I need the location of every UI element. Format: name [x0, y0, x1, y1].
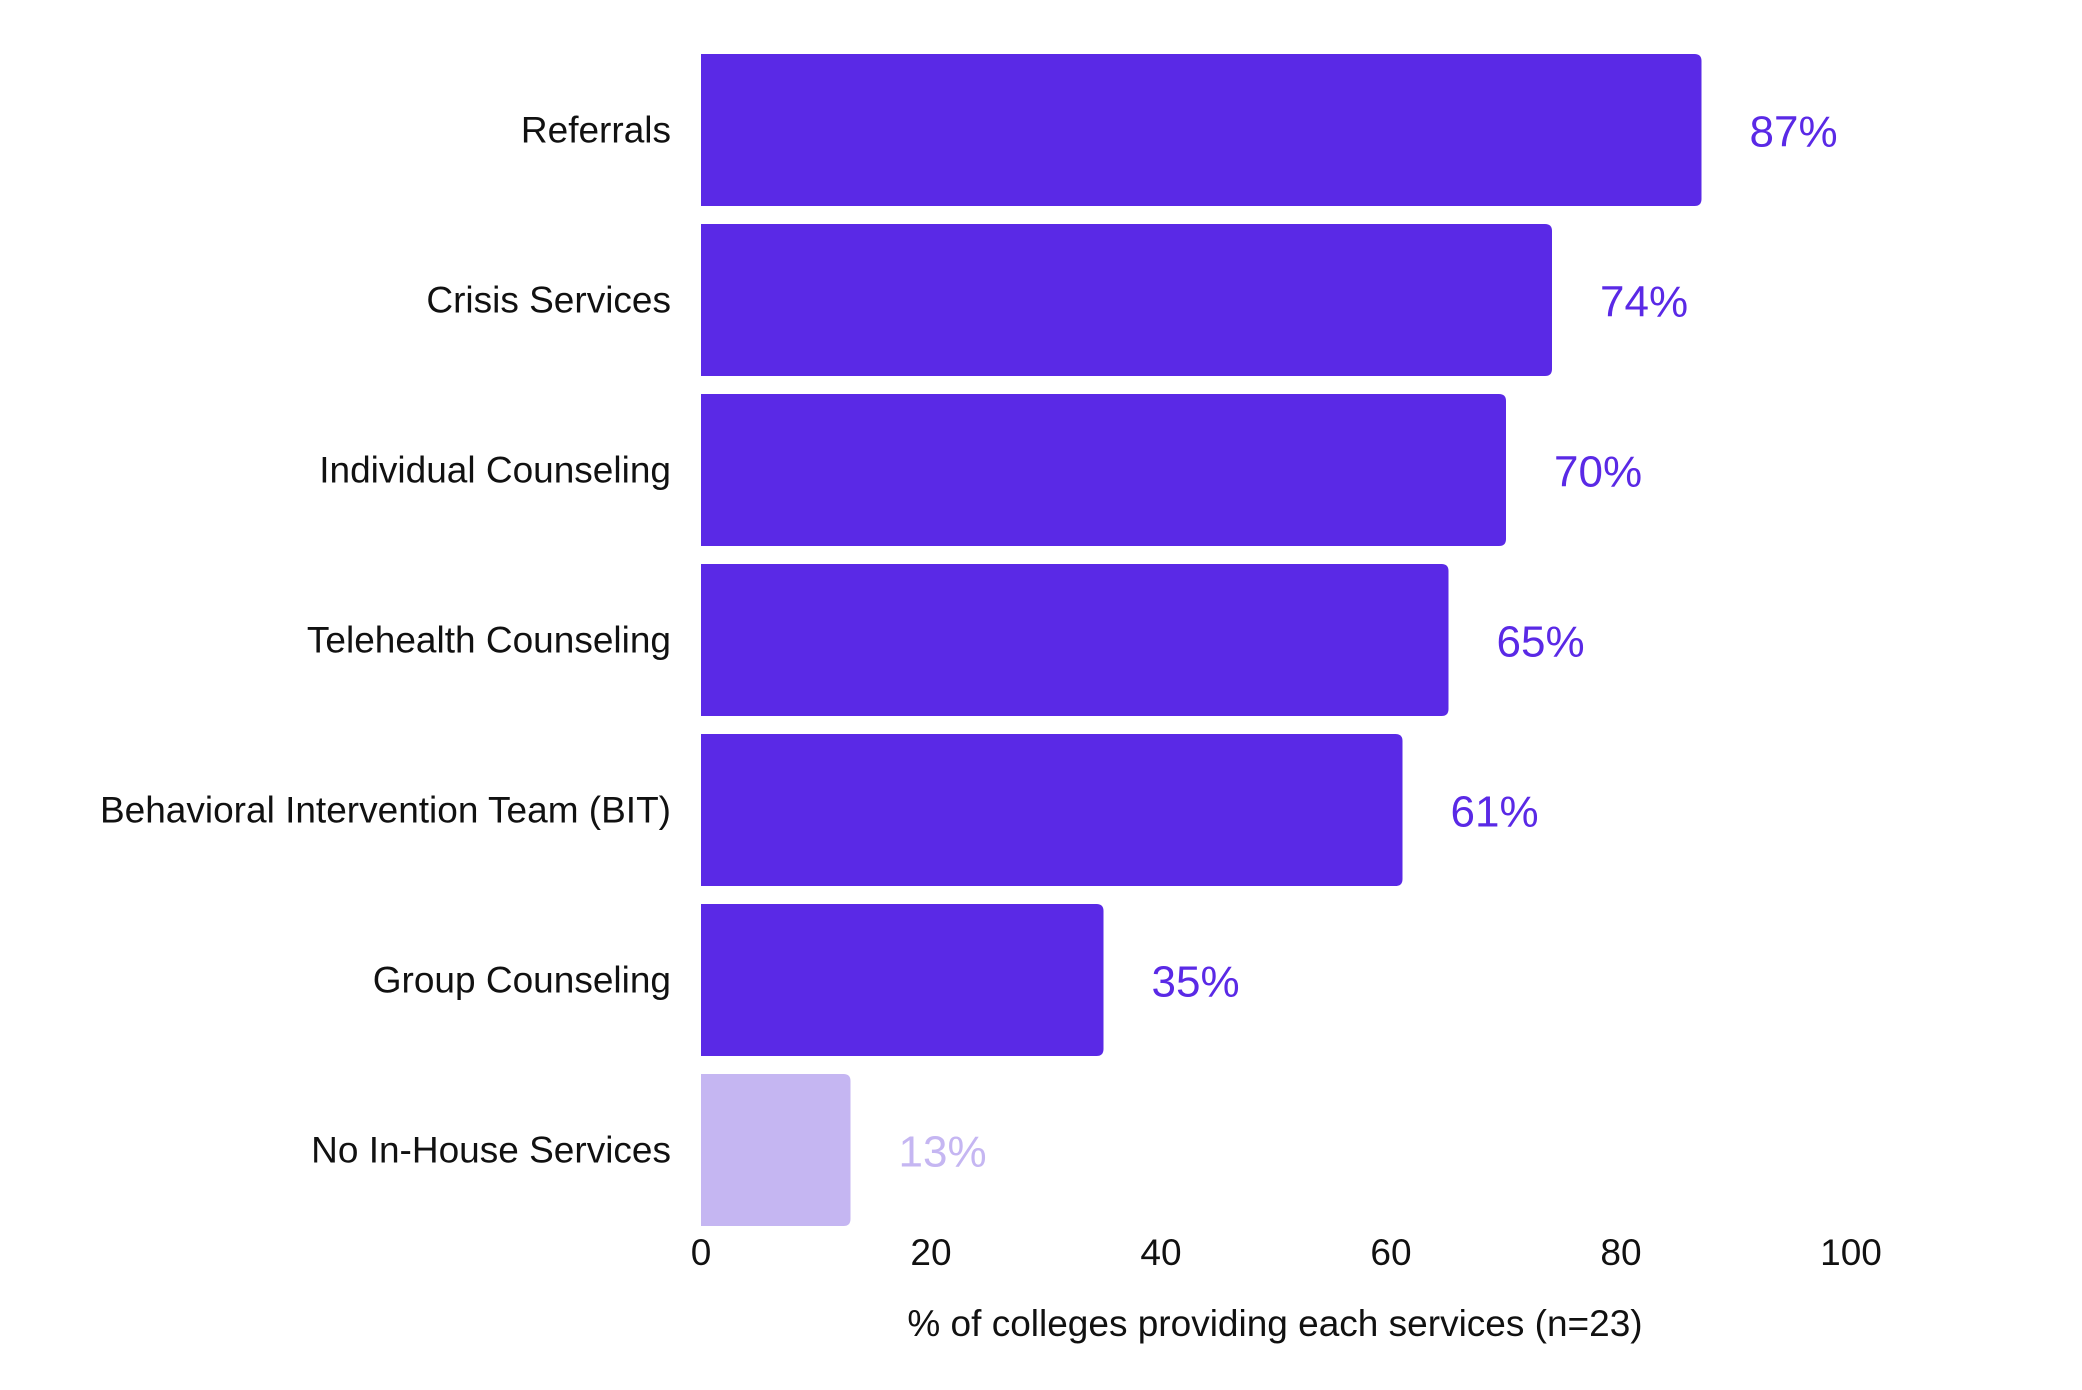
- value-label-telehealth-counseling: 65%: [1497, 618, 1585, 667]
- value-label-behavioral-intervention-team-bit: 61%: [1451, 788, 1539, 837]
- bar-crisis-services: [701, 224, 1552, 376]
- x-tick-label-100: 100: [1820, 1232, 1882, 1273]
- value-label-individual-counseling: 70%: [1554, 448, 1642, 497]
- bar-behavioral-intervention-team-bit: [701, 734, 1403, 886]
- bar-individual-counseling: [701, 394, 1506, 546]
- category-label-individual-counseling: Individual Counseling: [319, 450, 671, 491]
- value-label-group-counseling: 35%: [1152, 958, 1240, 1007]
- bar-telehealth-counseling: [701, 564, 1449, 716]
- bars: [701, 54, 1702, 1226]
- bar-group-counseling: [701, 904, 1104, 1056]
- bar-referrals: [701, 54, 1702, 206]
- x-tick-label-0: 0: [691, 1232, 712, 1273]
- x-axis-title: % of colleges providing each services (n…: [907, 1303, 1642, 1344]
- category-labels: Referrals Crisis Services Individual Couns…: [100, 110, 671, 1171]
- value-labels: 87% 74% 70% 65% 61% 35% 13%: [899, 108, 1838, 1177]
- category-label-referrals: Referrals: [521, 110, 671, 151]
- x-axis-ticks: 0 20 40 60 80 100: [691, 1232, 1882, 1273]
- category-label-crisis-services: Crisis Services: [426, 280, 671, 321]
- x-tick-label-80: 80: [1600, 1232, 1641, 1273]
- category-label-behavioral-intervention-team-bit: Behavioral Intervention Team (BIT): [100, 790, 671, 831]
- value-label-referrals: 87%: [1750, 108, 1838, 157]
- category-label-telehealth-counseling: Telehealth Counseling: [307, 620, 671, 661]
- value-label-no-in-house-services: 13%: [899, 1128, 987, 1177]
- value-label-crisis-services: 74%: [1600, 278, 1688, 327]
- category-label-no-in-house-services: No In-House Services: [311, 1130, 671, 1171]
- x-tick-label-40: 40: [1140, 1232, 1181, 1273]
- x-tick-label-60: 60: [1370, 1232, 1411, 1273]
- x-tick-label-20: 20: [910, 1232, 951, 1273]
- category-label-group-counseling: Group Counseling: [373, 960, 671, 1001]
- bar-no-in-house-services: [701, 1074, 851, 1226]
